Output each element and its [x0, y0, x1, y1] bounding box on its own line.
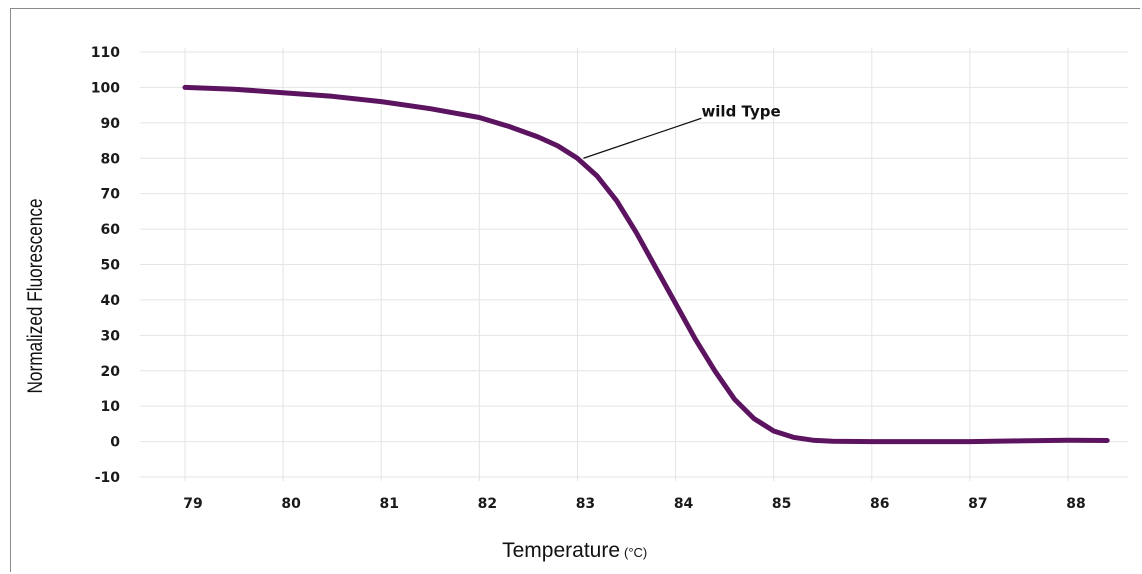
series-line — [182, 84, 1110, 445]
x-tick-label: 86 — [870, 496, 889, 512]
x-axis-title: Temperature — [502, 539, 620, 562]
x-axis-unit: (°C) — [624, 545, 647, 560]
x-tick-label: 80 — [281, 496, 301, 512]
series-layer — [182, 84, 1110, 445]
y-axis-title: Normalized Fluorescence — [25, 198, 48, 393]
x-tick-label: 82 — [478, 496, 497, 512]
y-tick-label: 30 — [101, 328, 121, 344]
y-tick-label: 110 — [91, 45, 120, 61]
y-tick-label: -10 — [95, 470, 121, 486]
y-tick-label: 20 — [101, 364, 121, 380]
x-tick-label: 87 — [968, 496, 987, 512]
y-tick-label: 40 — [101, 293, 121, 309]
x-tick-label: 88 — [1066, 496, 1085, 512]
annotation-layer: wild Type — [583, 102, 781, 159]
y-tick-label: 60 — [101, 222, 121, 238]
x-tick-label: 79 — [183, 496, 202, 512]
annotation-leader-line — [583, 117, 702, 159]
y-tick-label: 10 — [101, 399, 121, 415]
y-axis-ticks: -10 0 10 20 30 40 50 60 70 80 90 100 110 — [91, 45, 120, 486]
x-tick-label: 84 — [674, 496, 694, 512]
x-axis-ticks: 79 80 81 82 83 84 85 86 87 88 — [183, 496, 1085, 512]
x-tick-label: 83 — [576, 496, 595, 512]
y-tick-label: 70 — [101, 187, 121, 203]
y-tick-label: 0 — [110, 435, 120, 451]
chart-frame — [10, 8, 1140, 572]
annotation-label: wild Type — [701, 102, 780, 120]
grid — [140, 48, 1128, 481]
x-tick-label: 81 — [379, 496, 398, 512]
y-tick-label: 80 — [101, 151, 121, 167]
y-tick-label: 50 — [101, 258, 121, 274]
x-tick-label: 85 — [772, 496, 791, 512]
y-tick-label: 100 — [91, 80, 120, 96]
y-tick-label: 90 — [101, 116, 121, 132]
x-axis-title-text: Temperature — [502, 539, 620, 562]
